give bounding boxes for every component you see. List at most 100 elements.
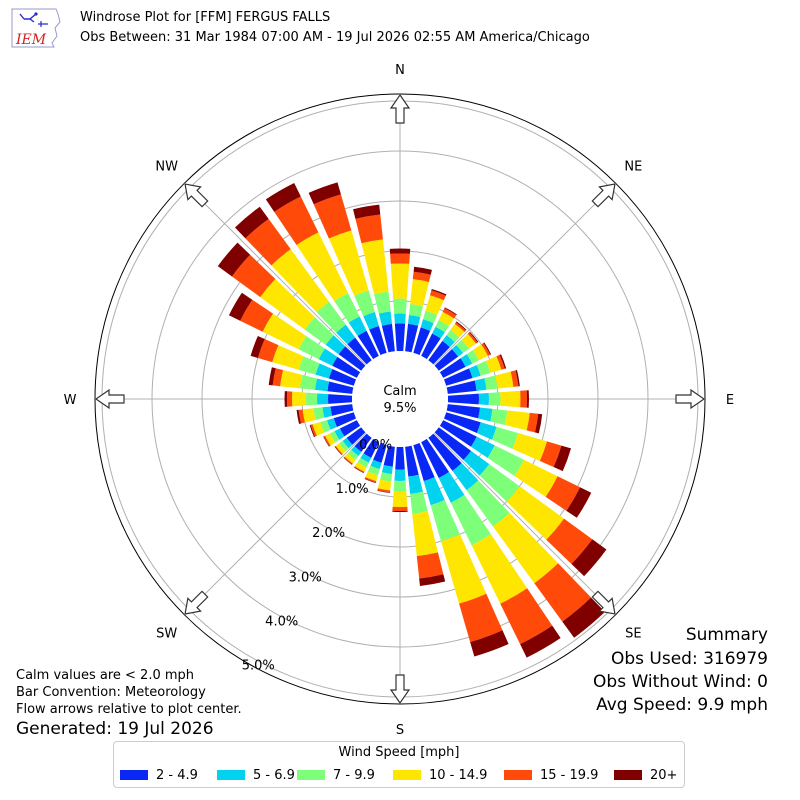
windrose-bar-segment [484, 375, 498, 390]
legend-swatch [614, 770, 642, 780]
windrose-bar-segment [499, 354, 507, 369]
windrose-bar-segment [374, 291, 391, 314]
windrose-bar-segment [365, 471, 378, 482]
windrose-bar-segment [469, 331, 479, 343]
legend-swatch [217, 770, 245, 780]
windrose-bar-segment [268, 367, 276, 386]
windrose-bar-segment [296, 232, 349, 302]
windrose-bar-segment [339, 440, 349, 452]
windrose-bar-segment [343, 457, 353, 465]
windrose-bar-segment [423, 310, 438, 324]
legend-title: Wind Speed [mph] [338, 745, 460, 760]
windrose-bar-segment [338, 346, 366, 371]
windrose-bar-segment [217, 242, 251, 277]
windrose-bar-segment [309, 424, 315, 438]
windrose-bar-segment [323, 436, 330, 447]
windrose-bar-segment [322, 406, 333, 418]
windrose-bar-segment [332, 356, 361, 378]
windrose-bar-segment [394, 469, 406, 482]
windrose-bar-segment [316, 301, 346, 333]
windrose-bar-segment [413, 327, 431, 356]
radial-tick-label: 3.0% [289, 570, 322, 585]
windrose-bar-segment [316, 393, 329, 405]
windrose-bar-segment [413, 266, 432, 275]
windrose-bar-segment [315, 363, 333, 379]
windrose-bar-segment [500, 390, 521, 408]
legend-label: 20+ [650, 767, 678, 783]
windrose-bar-segment [330, 404, 354, 416]
windrose-bar-segment [392, 491, 408, 508]
windrose-bar-segment [231, 254, 276, 298]
windrose-bar-segment [393, 480, 407, 492]
windrose-bar-segment [546, 518, 593, 565]
windrose-bar-segment [334, 445, 343, 455]
radial-tick-label: 0.0% [359, 438, 392, 453]
windrose-bar-segment [446, 329, 460, 343]
windrose-bar-segment [571, 539, 607, 577]
windrose-bar-segment [274, 196, 319, 246]
windrose-bar-segment [515, 370, 520, 387]
calm-circle [352, 351, 448, 447]
windrose-bar-segment [286, 391, 293, 407]
windrose-bar-segment [262, 313, 307, 350]
windrose-bar-segment [562, 597, 605, 638]
windrose-bar-segment [408, 304, 423, 317]
compass-label: SW [156, 626, 177, 641]
windrose-bar-segment [481, 342, 491, 356]
windrose-bar-segment [419, 574, 446, 586]
windrose-bar-segment [300, 374, 317, 390]
windrose-bar-segment [478, 407, 493, 422]
grid-spoke [433, 432, 617, 616]
windrose-bar-segment [272, 368, 284, 387]
compass-label: SE [625, 626, 641, 641]
windrose-bar-segment [412, 271, 431, 283]
windrose-bar-segment [553, 445, 572, 472]
windrose-bar-segment [271, 249, 329, 313]
windrose-bar-segment [500, 588, 553, 645]
windrose-bar-segment [298, 409, 305, 424]
windrose-bar-segment [534, 563, 592, 622]
windrose-bar-segment [405, 445, 419, 477]
windrose-bar-segment [381, 465, 393, 475]
summary-obs-used: Obs Used: 316979 [610, 649, 768, 669]
windrose-bar-segment [447, 393, 480, 405]
windrose-bar-segment [363, 438, 379, 458]
windrose-bar-segment [473, 344, 489, 361]
legend-item: 2 - 4.9 [120, 767, 198, 783]
windrose-bar-segment [451, 344, 464, 357]
windrose-bar-segment [336, 324, 356, 345]
windrose-bar-segment [421, 438, 450, 479]
windrose-bar-segment [495, 371, 514, 389]
compass-label: S [396, 723, 404, 738]
compass-label: NE [624, 160, 642, 175]
flow-arrow-icon [184, 183, 209, 208]
windrose-bar-segment [470, 630, 509, 657]
windrose-bar-segment [430, 500, 460, 542]
windrose-bar-segment [364, 478, 376, 484]
windrose-bar-segment [405, 323, 419, 353]
windrose-bar-segment [460, 354, 473, 367]
windrose-bar-segment [410, 279, 429, 307]
radial-tick-label: 5.0% [242, 659, 275, 674]
windrose-bar-segment [512, 433, 547, 461]
windrose-bar-segment [526, 412, 539, 433]
grid-spoke [183, 182, 367, 366]
windrose-bar-segment [369, 325, 387, 356]
windrose-bar-segment [488, 392, 501, 406]
windrose-bar-segment [394, 323, 406, 352]
windrose-bar-segment [408, 314, 421, 326]
windrose-bar-segment [434, 349, 459, 371]
calm-value: 9.5% [383, 401, 416, 416]
windrose-bar-segment [443, 368, 473, 386]
windrose-bar-segment [493, 512, 559, 584]
windrose-bar-segment [441, 534, 487, 604]
windrose-bar-segment [313, 194, 352, 239]
windrose-bar-segment [479, 464, 520, 502]
windrose-bar-segment [476, 422, 497, 440]
windrose-bar-segment [471, 534, 528, 604]
legend-item: 10 - 14.9 [393, 767, 487, 783]
compass-label: NW [155, 160, 178, 175]
legend-item: 15 - 19.9 [504, 767, 598, 783]
windrose-bar-segment [463, 450, 490, 476]
legend-swatch [504, 770, 532, 780]
